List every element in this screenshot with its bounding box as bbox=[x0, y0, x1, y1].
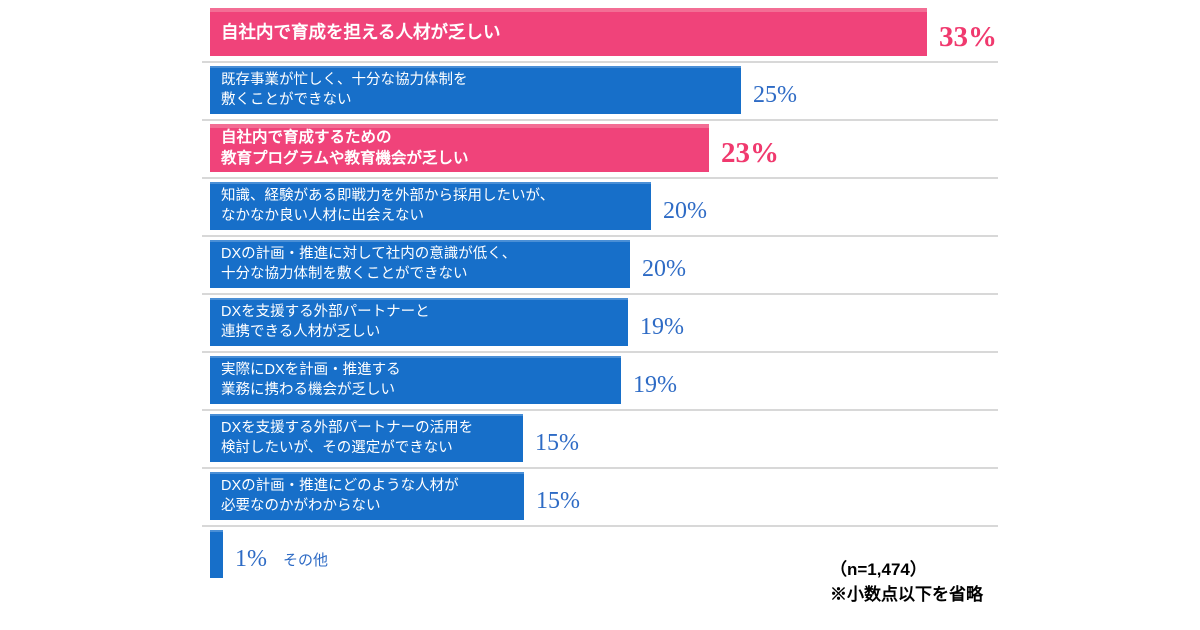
bar-label: 知識、経験がある即戦力を外部から採用したいが、 なかなか良い人材に出会えない bbox=[221, 188, 555, 224]
bar: 実際にDXを計画・推進する 業務に携わる機会が乏しい bbox=[210, 356, 621, 404]
bar-label: DXの計画・推進に対して社内の意識が低く、 十分な協力体制を敷くことができない bbox=[221, 246, 517, 282]
bar: DXを支援する外部パートナーの活用を 検討したいが、その選定ができない bbox=[210, 414, 523, 462]
bar-row: DXの計画・推進にどのような人材が 必要なのかがわからない 15% bbox=[202, 472, 1002, 530]
bar: DXの計画・推進に対して社内の意識が低く、 十分な協力体制を敷くことができない bbox=[210, 240, 630, 288]
row-separator bbox=[202, 351, 998, 353]
bar: 自社内で育成するための 教育プログラムや教育機会が乏しい bbox=[210, 124, 709, 172]
row-separator bbox=[202, 293, 998, 295]
bar-row: 自社内で育成を担える人材が乏しい 33% bbox=[202, 8, 1002, 66]
bar-rows: 自社内で育成を担える人材が乏しい 33% 既存事業が忙しく、十分な協力体制を 敷くこ… bbox=[202, 8, 1002, 588]
rounding-note: ※小数点以下を省略 bbox=[830, 584, 983, 604]
bar bbox=[210, 530, 223, 578]
bar-row: 知識、経験がある即戦力を外部から採用したいが、 なかなか良い人材に出会えない 20… bbox=[202, 182, 1002, 240]
percent-label: 33% bbox=[939, 20, 997, 53]
bar-row: 1% その他 bbox=[202, 530, 1002, 588]
bar-label: 既存事業が忙しく、十分な協力体制を 敷くことができない bbox=[221, 72, 468, 108]
bar-row: 自社内で育成するための 教育プログラムや教育機会が乏しい 23% bbox=[202, 124, 1002, 182]
percent-label: 20% bbox=[642, 255, 686, 282]
row-separator bbox=[202, 119, 998, 121]
percent-label: 25% bbox=[753, 81, 797, 108]
percent-label: 15% bbox=[536, 487, 580, 514]
row-separator bbox=[202, 467, 998, 469]
bar: 既存事業が忙しく、十分な協力体制を 敷くことができない bbox=[210, 66, 741, 114]
bar-chart: 自社内で育成を担える人材が乏しい 33% 既存事業が忙しく、十分な協力体制を 敷くこ… bbox=[202, 8, 1002, 588]
percent-label: 1% bbox=[235, 545, 267, 572]
bar-label: DXの計画・推進にどのような人材が 必要なのかがわからない bbox=[221, 478, 459, 514]
bar-label: 自社内で育成するための 教育プログラムや教育機会が乏しい bbox=[221, 128, 469, 167]
percent-label: 19% bbox=[640, 313, 684, 340]
bar: DXを支援する外部パートナーと 連携できる人材が乏しい bbox=[210, 298, 628, 346]
bar-label: 自社内で育成を担える人材が乏しい bbox=[221, 21, 501, 42]
category-label-outside: その他 bbox=[283, 551, 329, 569]
bar-row: DXを支援する外部パートナーと 連携できる人材が乏しい 19% bbox=[202, 298, 1002, 356]
percent-label: 20% bbox=[663, 197, 707, 224]
row-separator bbox=[202, 61, 998, 63]
bar-row: 既存事業が忙しく、十分な協力体制を 敷くことができない 25% bbox=[202, 66, 1002, 124]
row-separator bbox=[202, 525, 998, 527]
bar-row: DXを支援する外部パートナーの活用を 検討したいが、その選定ができない 15% bbox=[202, 414, 1002, 472]
bar-row: 実際にDXを計画・推進する 業務に携わる機会が乏しい 19% bbox=[202, 356, 1002, 414]
bar: 知識、経験がある即戦力を外部から採用したいが、 なかなか良い人材に出会えない bbox=[210, 182, 651, 230]
sample-size: （n=1,474） bbox=[830, 560, 927, 579]
row-separator bbox=[202, 235, 998, 237]
bar: 自社内で育成を担える人材が乏しい bbox=[210, 8, 927, 56]
percent-label: 15% bbox=[535, 429, 579, 456]
chart-footnote: （n=1,474） ※小数点以下を省略 bbox=[830, 558, 983, 607]
percent-label: 23% bbox=[721, 136, 779, 169]
bar-label: 実際にDXを計画・推進する 業務に携わる機会が乏しい bbox=[221, 362, 401, 398]
bar-row: DXの計画・推進に対して社内の意識が低く、 十分な協力体制を敷くことができない 2… bbox=[202, 240, 1002, 298]
percent-label: 19% bbox=[633, 371, 677, 398]
row-separator bbox=[202, 177, 998, 179]
row-separator bbox=[202, 409, 998, 411]
bar-label: DXを支援する外部パートナーの活用を 検討したいが、その選定ができない bbox=[221, 420, 474, 456]
bar: DXの計画・推進にどのような人材が 必要なのかがわからない bbox=[210, 472, 524, 520]
bar-label: DXを支援する外部パートナーと 連携できる人材が乏しい bbox=[221, 304, 430, 340]
